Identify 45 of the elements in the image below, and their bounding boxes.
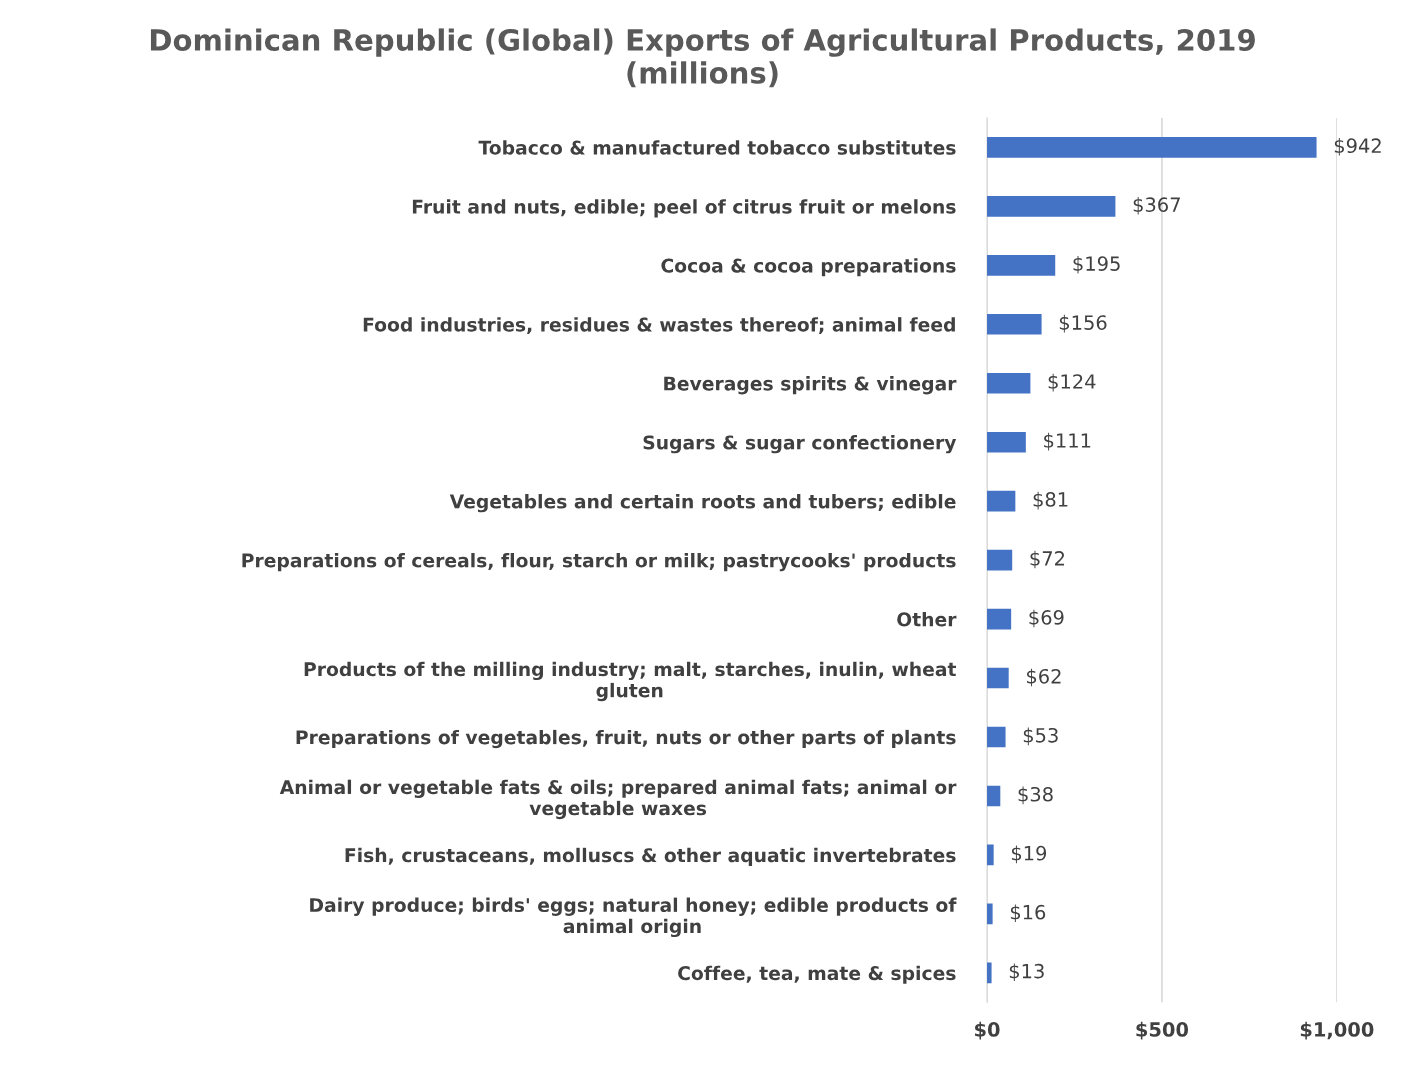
y-tick-label: Preparations of vegetables, fruit, nuts or other parts of plants [296,729,956,749]
data-label: $13 [1009,963,1044,982]
y-tick-label: Food industries, residues & wastes thereof; animal feed [363,317,955,335]
data-label: $69 [1029,609,1064,628]
data-label: $16 [1010,904,1046,923]
y-tick-label: Sugars & sugar confectionery [643,435,957,454]
data-label: $81 [1033,491,1068,510]
bar [987,726,1006,748]
bar [987,490,1016,512]
y-tick-label: Vegetables and certain roots and tubers; edible [449,494,956,513]
y-tick-label: Fruit and nuts, edible; peel of citrus fruit or melons [412,199,956,218]
y-tick-label: Beverages spirits & vinegar [664,376,957,395]
data-label: $942 [1334,137,1381,156]
x-tick-label: $1,000 [1300,1021,1374,1040]
data-label: $111 [1044,432,1091,451]
bar [987,313,1042,335]
bar [987,549,1013,571]
y-tick-label: Dairy produce; birds' eggs; natural honey; edible products of animal origin [310,897,957,938]
data-label: $124 [1048,373,1096,392]
data-label: $53 [1023,727,1058,746]
data-label: $62 [1026,668,1061,687]
x-tick-label: $0 [975,1021,1000,1040]
bar [987,255,1056,276]
y-tick-label: Coffee, tea, mate & spices [678,965,956,984]
data-label: $367 [1133,196,1180,215]
y-tick-label: Fish, crustaceans, molluscs & other aquatic invertebrates [345,847,956,866]
data-label: $38 [1018,786,1053,805]
data-label: $156 [1059,314,1107,333]
bar [987,431,1026,453]
bar [987,608,1012,630]
bar [987,372,1031,394]
text: Dominican Republic (Global) Exports of Agricultural Products, 2019 (millions) [150,28,1255,88]
y-tick-label: Cocoa & cocoa preparations [661,258,956,277]
y-tick-label: Other [897,611,957,627]
bar [987,667,1009,689]
data-label: $19 [1011,845,1047,864]
data-label: $195 [1073,255,1120,274]
y-tick-label: Products of the milling industry; malt, starches, inulin, wheat gluten [304,661,957,702]
y-tick-label: Preparations of cereals, flour, starch or milk; pastrycooks' products [242,553,956,572]
bar [987,196,1116,217]
x-tick-label: $500 [1136,1021,1189,1040]
data-label: $72 [1030,550,1065,569]
y-tick-label: Animal or vegetable fats & oils; prepared animal fats; animal or vegetable waxes [279,779,957,820]
bar [987,137,1317,158]
y-tick-label: Tobacco & manufactured tobacco substitutes [478,140,956,155]
